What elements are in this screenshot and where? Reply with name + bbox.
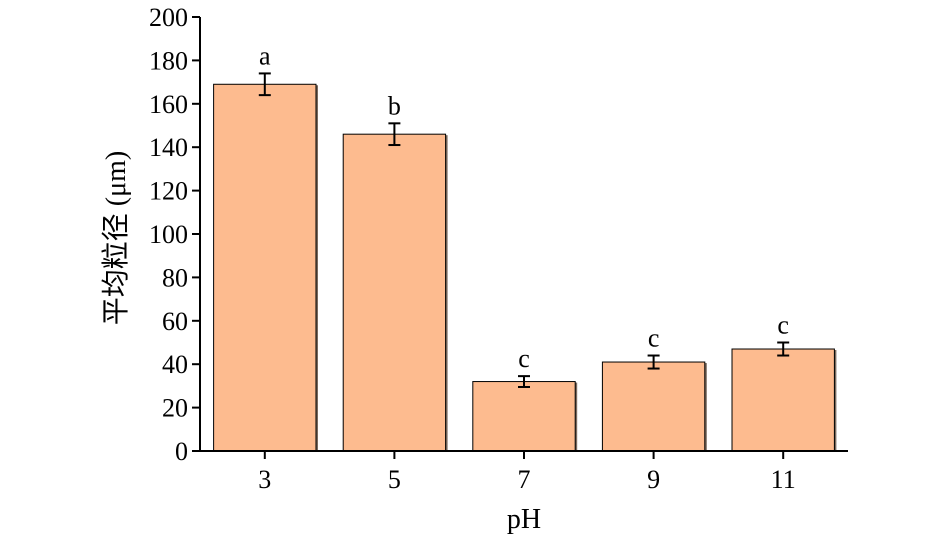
y-tick-label: 160	[149, 90, 188, 119]
x-axis: 3 5 7 9 11	[200, 450, 848, 494]
y-tick-label: 100	[149, 220, 188, 249]
y-tick-label: 180	[149, 46, 188, 75]
bar-ph-3	[213, 83, 317, 452]
y-tick-label: 80	[162, 263, 188, 292]
y-tick-label: 120	[149, 177, 188, 206]
x-tick-label: 5	[388, 465, 401, 494]
x-tick-label: 7	[518, 465, 531, 494]
y-tick-label: 60	[162, 307, 188, 336]
significance-label: c	[648, 324, 660, 353]
bar-ph-5	[342, 133, 447, 452]
x-tick-label: 11	[771, 465, 796, 494]
x-tick-label: 9	[647, 465, 660, 494]
significance-label: c	[518, 344, 530, 373]
significance-label: b	[388, 91, 401, 120]
x-axis-title: pH	[507, 504, 541, 535]
y-tick-label: 200	[149, 3, 188, 32]
y-axis: 0 20 40 60 80 100 120 140 160 180 200	[149, 3, 201, 466]
y-tick-label: 0	[175, 437, 188, 466]
y-tick-label: 20	[162, 394, 188, 423]
x-tick-label: 3	[258, 465, 271, 494]
y-tick-label: 40	[162, 350, 188, 379]
bar-ph-9	[601, 361, 706, 452]
bar-ph-11	[731, 348, 835, 452]
significance-labels-group: a b c c c	[259, 41, 789, 373]
significance-label: a	[259, 41, 271, 70]
error-bars-group	[258, 72, 790, 388]
bar-ph-7	[472, 381, 576, 452]
y-tick-label: 140	[149, 133, 188, 162]
significance-label: c	[777, 311, 789, 340]
y-axis-title: 平均粒径 (μm)	[100, 151, 132, 325]
bars-group	[213, 83, 837, 452]
